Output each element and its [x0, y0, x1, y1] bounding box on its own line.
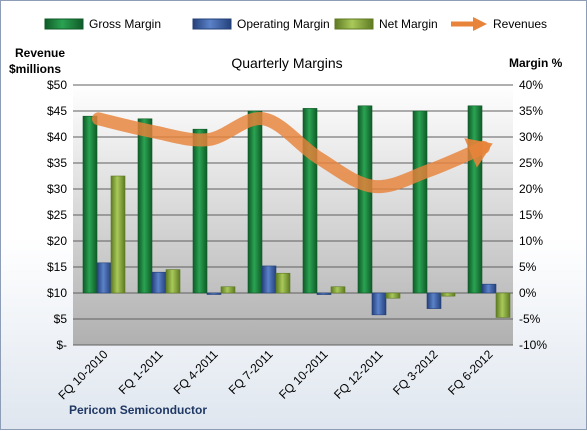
y-right-label: Margin %: [509, 56, 563, 70]
chart-title: Quarterly Margins: [231, 55, 342, 71]
x-tick-label: FQ 10-2010: [55, 347, 110, 402]
y-right-tick-label: 40%: [519, 78, 543, 92]
y-left-tick-label: $25: [47, 208, 67, 222]
net-margin-bar: [275, 272, 291, 294]
bars: [82, 105, 511, 318]
legend-label-operating-margin: Operating Margin: [237, 17, 330, 31]
gross-margin-bar: [357, 105, 373, 294]
y-left-tick-label: $10: [47, 286, 67, 300]
gross-margin-bar: [192, 128, 208, 294]
legend-swatch-net-margin: [334, 18, 374, 30]
y-left-tick-label: $40: [47, 130, 67, 144]
y-right-tick-label: 15%: [519, 208, 543, 222]
y-left-tick-label: $-: [56, 338, 67, 352]
net-margin-bar: [165, 269, 181, 294]
operating-margin-bar: [96, 262, 112, 294]
operating-margin-bar: [481, 283, 497, 294]
y-right-tick-label: 35%: [519, 104, 543, 118]
y-left-tick-label: $30: [47, 182, 67, 196]
operating-margin-bar: [371, 292, 387, 316]
revenue-line: [92, 112, 490, 194]
gross-margin-bar: [412, 110, 428, 294]
y-right-tick-label: 30%: [519, 130, 543, 144]
net-margin-bar: [330, 286, 346, 294]
legend-label-revenues: Revenues: [493, 17, 547, 31]
y-left-tick-label: $35: [47, 156, 67, 170]
x-tick-label: FQ 4-2011: [171, 347, 221, 397]
y-right-tick-labels: -10% -5% 0% 5% 10% 15% 20% 25% 30% 35% 40%: [519, 78, 547, 352]
revenue-line-group: [92, 112, 493, 194]
legend-label-net-margin: Net Margin: [379, 17, 438, 31]
operating-margin-bar: [261, 265, 277, 294]
y-right-tick-label: -5%: [519, 312, 541, 326]
legend-label-gross-margin: Gross Margin: [89, 17, 161, 31]
operating-margin-bar: [426, 292, 442, 309]
company-label: Pericom Semiconductor: [69, 403, 207, 417]
x-tick-label: FQ 3-2012: [390, 347, 441, 398]
y-left-label-line2: $millions: [9, 62, 61, 76]
legend: Gross Margin Operating Margin Net Margin…: [44, 17, 547, 31]
legend-swatch-gross-margin: [44, 18, 84, 30]
x-tick-label: FQ 6-2012: [445, 347, 496, 398]
y-left-tick-label: $5: [54, 312, 68, 326]
net-margin-bar: [440, 292, 456, 297]
net-margin-bar: [495, 292, 511, 318]
revenue-arrowhead: [464, 138, 493, 168]
operating-margin-bar: [151, 271, 167, 294]
net-margin-bar: [385, 292, 401, 299]
x-tick-labels: FQ 10-2010 FQ 1-2011 FQ 4-2011 FQ 7-2011 FQ …: [55, 347, 495, 402]
y-left-tick-label: $50: [47, 78, 67, 92]
operating-margin-bar: [206, 292, 222, 295]
y-left-tick-label: $15: [47, 260, 67, 274]
y-right-tick-label: 20%: [519, 182, 543, 196]
gross-margin-bar: [137, 118, 153, 294]
gross-margin-bar: [302, 108, 318, 294]
gross-margin-bar: [82, 115, 98, 294]
gross-margin-bar: [247, 110, 263, 294]
y-right-tick-label: -10%: [519, 338, 547, 352]
net-margin-bar: [110, 175, 126, 294]
y-left-label-line1: Revenue: [15, 46, 65, 60]
y-left-tick-label: $45: [47, 104, 67, 118]
y-right-tick-label: 25%: [519, 156, 543, 170]
legend-swatch-revenues: [451, 17, 487, 31]
legend-swatch-operating-margin: [192, 18, 232, 30]
gross-margin-bar: [467, 105, 483, 294]
y-left-tick-labels: $- $5 $10 $15 $20 $25 $30 $35 $40 $45 $50: [47, 78, 67, 352]
x-tick-label: FQ 1-2011: [116, 347, 166, 397]
net-margin-bar: [220, 286, 236, 294]
x-tick-label: FQ 10-2011: [276, 347, 331, 402]
x-tick-label: FQ 12-2011: [331, 347, 386, 402]
y-right-tick-label: 5%: [519, 260, 537, 274]
x-tick-label: FQ 7-2011: [226, 347, 276, 397]
operating-margin-bar: [316, 292, 332, 295]
y-right-tick-label: 0%: [519, 286, 537, 300]
y-left-tick-label: $20: [47, 234, 67, 248]
y-right-tick-label: 10%: [519, 234, 543, 248]
